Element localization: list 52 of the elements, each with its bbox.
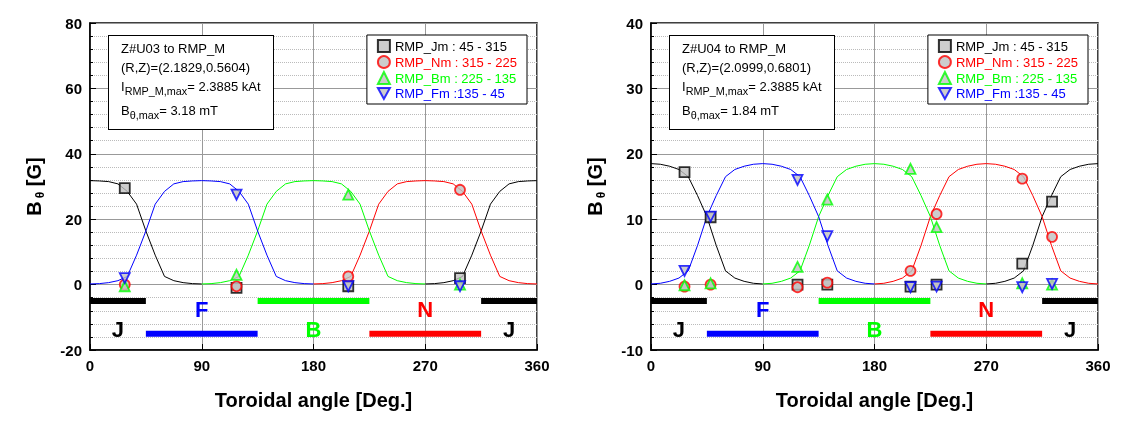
- x-tick-label: 270: [973, 357, 999, 374]
- annotation: J: [1063, 317, 1077, 343]
- x-tick-label: 90: [193, 357, 211, 374]
- annotation: (R,Z)=(2.1829,0.5604): [121, 59, 251, 77]
- annotation: B: [866, 317, 883, 343]
- annotation: Z#U04 to RMP_M: [682, 40, 788, 58]
- annotation: J: [502, 317, 516, 343]
- annotation: J: [111, 317, 125, 343]
- x-axis-title: Toroidal angle [Deg.]: [214, 389, 413, 411]
- x-tick-label: 360: [1085, 357, 1111, 374]
- y-tick-label: 0: [634, 276, 643, 294]
- y-axis-title: Bθ [G]: [584, 157, 608, 216]
- y-tick-label: 80: [65, 14, 82, 32]
- annotation: N: [978, 297, 995, 323]
- annotation: N: [417, 297, 434, 323]
- x-tick-label: 180: [300, 357, 327, 374]
- annotation: F: [195, 297, 209, 323]
- y-tick-label: 20: [65, 210, 82, 228]
- y-tick-label: 40: [65, 145, 82, 163]
- legend-label: RMP_Bm : 225 - 135: [394, 70, 517, 86]
- y-tick-label: -10: [621, 341, 643, 359]
- legend-label: RMP_Nm : 315 - 225: [394, 54, 518, 70]
- y-tick-label: 60: [65, 79, 82, 97]
- x-tick-label: 0: [85, 357, 95, 374]
- legend-label: RMP_Jm : 45 - 315: [394, 38, 507, 54]
- annotation: J: [672, 317, 686, 343]
- x-tick-label: 90: [754, 357, 772, 374]
- legend-label: RMP_Fm :135 - 45: [394, 86, 505, 101]
- x-tick-label: 360: [524, 357, 550, 374]
- legend-label: RMP_Bm : 225 - 135: [955, 70, 1078, 86]
- x-axis-title: Toroidal angle [Deg.]: [775, 389, 974, 411]
- y-tick-label: 10: [626, 210, 643, 228]
- x-tick-label: 270: [412, 357, 438, 374]
- y-axis-title: Bθ [G]: [23, 157, 47, 216]
- x-tick-label: 0: [646, 357, 656, 374]
- x-tick-label: 180: [861, 357, 888, 374]
- annotation: F: [756, 297, 770, 323]
- annotation: B: [305, 317, 322, 343]
- annotation: I$_{RMP_M,max}$= 2.3885 kAt: [121, 78, 261, 99]
- y-tick-label: 20: [626, 145, 643, 163]
- annotation: B$_{θ,max}$= 3.18 mT: [121, 101, 220, 123]
- y-tick-label: -20: [60, 341, 82, 359]
- annotation: I$_{RMP_M,max}$= 2.3885 kAt: [682, 78, 822, 99]
- legend-label: RMP_Fm :135 - 45: [955, 86, 1066, 101]
- annotation: (R,Z)=(2.0999,0.6801): [682, 59, 812, 77]
- legend-label: RMP_Jm : 45 - 315: [955, 38, 1068, 54]
- annotation: B$_{θ,max}$= 1.84 mT: [682, 101, 781, 123]
- y-tick-label: 30: [626, 79, 643, 97]
- y-tick-label: 0: [73, 276, 82, 294]
- annotation: Z#U03 to RMP_M: [121, 40, 227, 58]
- legend-label: RMP_Nm : 315 - 225: [955, 54, 1079, 70]
- y-tick-label: 40: [626, 14, 643, 32]
